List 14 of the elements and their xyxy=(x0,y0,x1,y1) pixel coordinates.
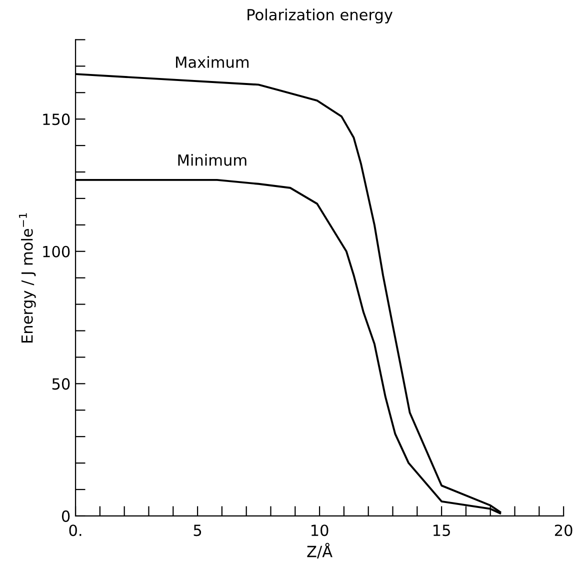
x-axis-title: Z/Å xyxy=(307,542,332,558)
y-axis-title: Energy / J mole$^{−1}$ xyxy=(18,213,36,342)
series-label: Minimum xyxy=(178,154,246,166)
x-tick-label: 0. xyxy=(69,524,82,536)
x-tick-label: 10 xyxy=(312,524,328,536)
y-tick-label: 100 xyxy=(43,246,70,258)
x-tick-label: 20 xyxy=(554,524,572,536)
y-tick-label: 0 xyxy=(62,510,70,522)
series-label: Maximum xyxy=(176,56,249,68)
y-tick-label: 150 xyxy=(43,114,70,126)
x-tick-label: 5 xyxy=(194,524,202,536)
chart-title: Polarization energy xyxy=(248,8,393,24)
x-tick-label: 15 xyxy=(434,524,450,536)
y-tick-label: 50 xyxy=(52,378,70,390)
